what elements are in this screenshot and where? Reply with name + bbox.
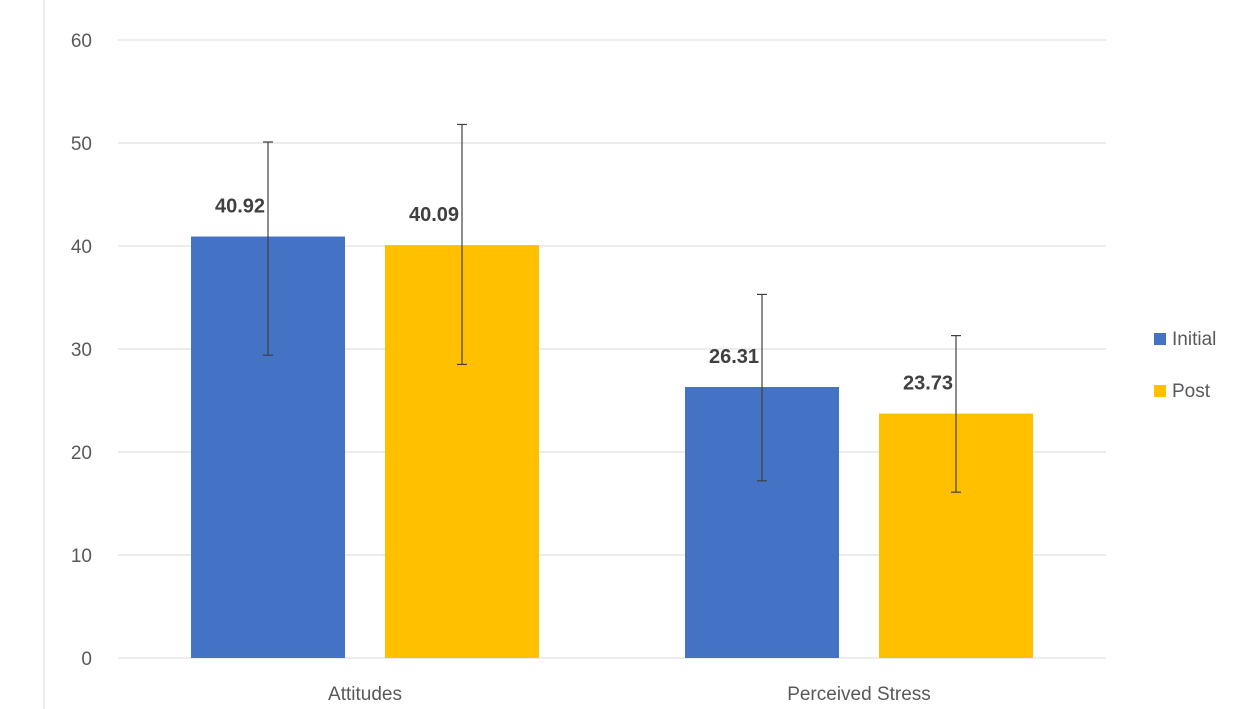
legend-label-initial: Initial <box>1172 329 1216 350</box>
y-tick-label: 50 <box>71 134 92 155</box>
data-label: 26.31 <box>709 346 759 368</box>
y-axis-ticks: 0 10 20 30 40 50 60 <box>71 31 92 670</box>
data-label: 40.09 <box>409 204 459 226</box>
data-label: 40.92 <box>215 196 265 218</box>
category-label: Attitudes <box>328 684 402 705</box>
legend: Initial Post <box>1154 329 1216 402</box>
data-label: 23.73 <box>903 373 953 395</box>
y-tick-label: 40 <box>71 237 92 258</box>
y-tick-label: 0 <box>81 649 92 670</box>
data-labels: 40.92 40.09 26.31 23.73 <box>215 196 953 395</box>
y-tick-label: 20 <box>71 443 92 464</box>
y-tick-label: 10 <box>71 546 92 567</box>
y-tick-label: 60 <box>71 31 92 52</box>
category-label: Perceived Stress <box>787 684 931 705</box>
legend-swatch-initial <box>1154 333 1166 345</box>
y-tick-label: 30 <box>71 340 92 361</box>
x-axis-categories: Attitudes Perceived Stress <box>328 684 931 705</box>
error-bars <box>263 123 961 493</box>
legend-label-post: Post <box>1172 381 1211 402</box>
legend-swatch-post <box>1154 385 1166 397</box>
bars <box>191 236 1033 659</box>
